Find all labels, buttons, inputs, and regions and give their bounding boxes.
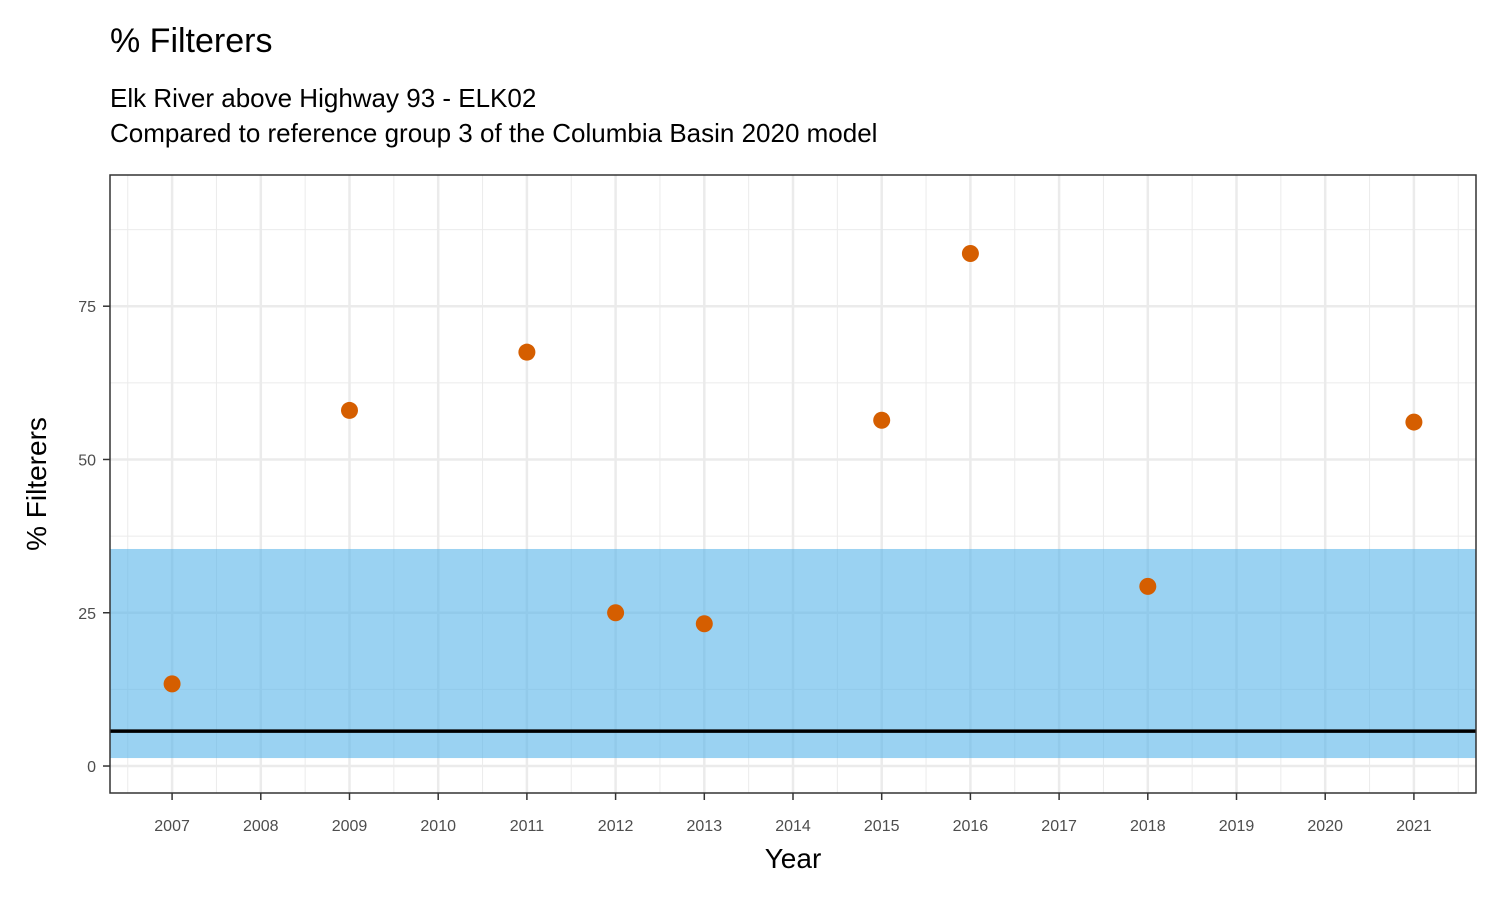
x-tick-label: 2014 [775,818,811,835]
chart-subtitle-1: Elk River above Highway 93 - ELK02 [110,83,536,113]
x-tick-label: 2020 [1307,818,1343,835]
data-point [340,401,358,419]
data-point [1405,413,1423,431]
data-point [961,244,979,262]
y-tick-label: 75 [78,299,96,316]
reference-band-layer [110,548,1476,759]
data-points [163,244,1423,693]
data-point [607,604,625,622]
y-tick-label: 25 [78,606,96,623]
chart-title: % Filterers [110,22,272,60]
x-axis-label: Year [765,843,822,874]
x-tick-label: 2015 [864,818,900,835]
y-tick-label: 50 [78,452,96,469]
data-point [1139,577,1157,595]
y-axis-label: % Filterers [21,417,52,551]
x-tick-label: 2018 [1130,818,1166,835]
data-point [873,411,891,429]
y-axis: 0 25 50 75 [78,299,110,776]
chart-subtitle-2: Compared to reference group 3 of the Col… [110,118,877,148]
data-point [695,615,713,633]
x-tick-label: 2007 [154,818,190,835]
x-tick-label: 2019 [1219,818,1255,835]
x-tick-label: 2012 [598,818,634,835]
x-tick-label: 2021 [1396,818,1432,835]
x-tick-label: 2008 [243,818,279,835]
x-tick-label: 2010 [420,818,456,835]
y-tick-label: 0 [87,759,96,776]
reference-band [110,548,1476,759]
x-tick-label: 2011 [510,818,545,835]
x-axis: 2007 2008 2009 2010 2011 2012 2013 2014 2015 2016… [154,793,1432,835]
x-tick-label: 2013 [687,818,723,835]
data-point [163,675,181,693]
data-point [518,343,536,361]
x-tick-label: 2009 [332,818,368,835]
x-tick-label: 2017 [1041,818,1077,835]
x-tick-label: 2016 [953,818,989,835]
